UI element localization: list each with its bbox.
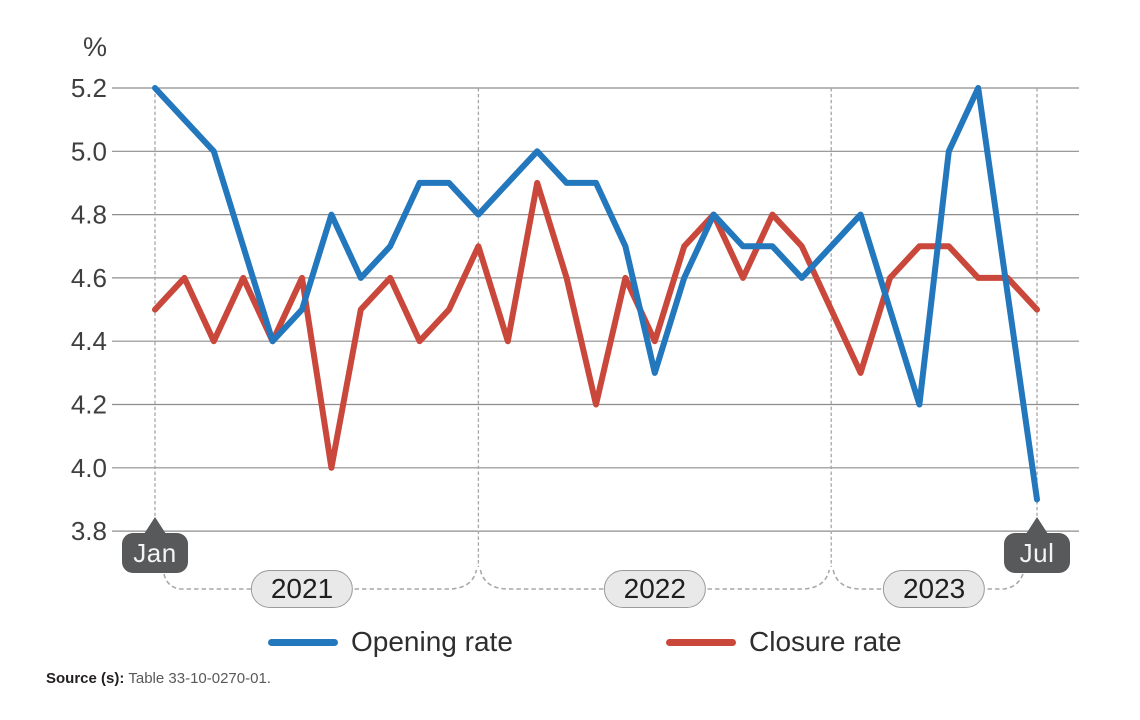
y-tick-label: 4.0 (71, 453, 107, 483)
closure-rate-label: Closure rate (749, 626, 902, 657)
jul-balloon-arrow (1026, 517, 1048, 534)
series-lines (152, 85, 1040, 503)
opening-rate-label: Opening rate (351, 626, 513, 657)
year-pill-2022: 2022 (603, 570, 706, 608)
y-axis: 5.2 5.0 4.8 4.6 4.4 4.2 4.0 3.8% (71, 32, 107, 546)
year-pill-2021: 2021 (250, 570, 354, 608)
series-line-closure-rate (152, 179, 1040, 471)
y-tick-label: 4.6 (71, 263, 107, 293)
timeline-dash-segment (347, 569, 612, 590)
y-tick-label: 4.8 (71, 200, 107, 230)
year-pill-2023: 2023 (882, 570, 986, 608)
timeline-dash-segment (980, 573, 1024, 590)
jan-balloon-arrow (144, 517, 166, 534)
jul-marker-balloon: Jul (1004, 533, 1070, 573)
year-pill-2021-label: 2021 (270, 573, 334, 604)
source-text: Table 33-10-0270-01. (128, 670, 271, 687)
year-pill-2022-label: 2022 (623, 573, 686, 604)
source-note: Source (s): Table 33-10-0270-01. (46, 670, 271, 687)
opening-rate-swatch (268, 638, 338, 646)
series-line-opening-rate (152, 85, 1040, 503)
y-tick-label: 5.0 (71, 136, 107, 166)
jul-marker-label: Jul (1019, 537, 1055, 568)
legend-item-opening-rate: Opening rate (268, 626, 513, 658)
y-tick-label: 5.2 (71, 73, 107, 103)
timeline-dash-segment (163, 573, 258, 590)
y-tick-label: 4.4 (71, 326, 107, 356)
closure-rate-swatch (666, 638, 736, 646)
timeline-dash-segment (700, 569, 893, 590)
timeline-dashes (163, 569, 1024, 590)
legend-item-closure-rate: Closure rate (666, 626, 902, 658)
jan-marker-balloon: Jan (122, 533, 188, 573)
year-divider-dashes (154, 88, 1038, 567)
y-tick-label: 3.8 (71, 516, 107, 546)
y-axis-unit-label: % (83, 32, 107, 62)
source-label: Source (s): (46, 670, 125, 687)
y-tick-label: 4.2 (71, 390, 107, 420)
jan-marker-label: Jan (133, 537, 177, 568)
year-pill-2023-label: 2023 (902, 573, 966, 604)
